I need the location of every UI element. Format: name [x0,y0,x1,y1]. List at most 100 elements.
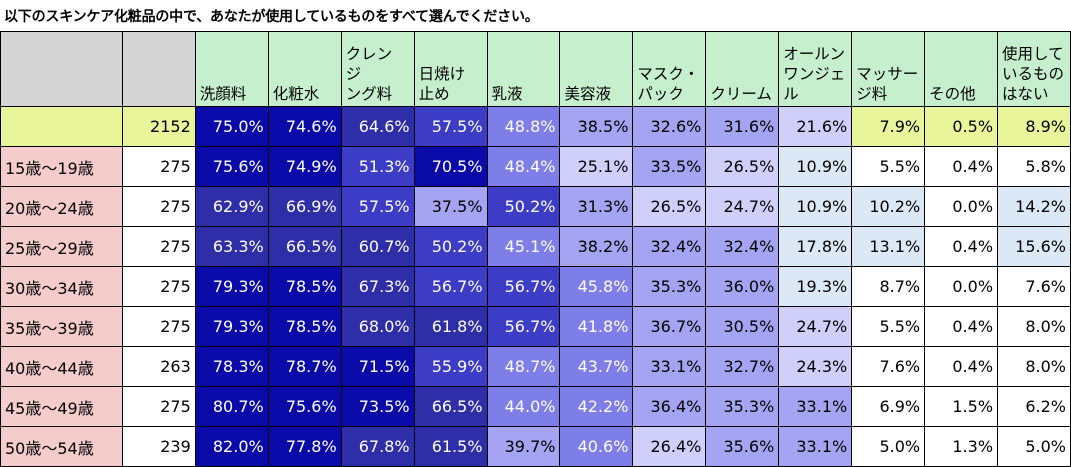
age-label: 30歳～34歳 [0,266,123,307]
age-row: 50歳～54歳 239 82.0% 77.8% 67.8% 61.5% 39.7% 40.6%… [0,426,1071,467]
column-header-line: クリーム [710,85,772,103]
value-cell: 24.3% [778,346,853,387]
column-header: オールン ワンジェル [778,31,853,107]
value-cell: 26.4% [632,426,707,467]
column-header-line: ル [783,85,799,103]
age-row: 45歳～49歳 275 80.7% 75.6% 73.5% 66.5% 44.0% 42.2%… [0,386,1071,427]
column-header-line: ジ [345,65,362,83]
value-cell: 8.0% [997,306,1071,347]
value-cell: 24.7% [778,306,853,347]
header-blank-n [121,31,196,107]
value-cell: 35.3% [705,386,780,427]
column-header-line: オールン [783,45,845,63]
value-cell: 60.7% [340,226,415,267]
value-cell: 0.4% [924,306,999,347]
value-cell: 36.7% [632,306,707,347]
column-header: クレンジング料 [340,31,415,107]
value-cell: 25.1% [559,146,634,187]
value-cell: 66.5% [413,386,488,427]
value-cell: 57.5% [340,186,415,227]
value-cell: 0.0% [924,186,999,227]
age-row: 35歳～39歳 275 79.3% 78.5% 68.0% 61.8% 56.7% 41.8%… [0,306,1071,347]
total-value: 38.5% [559,106,634,147]
value-cell: 35.3% [632,266,707,307]
column-header: マスク・ パック [632,31,707,107]
column-header-line: 止め [418,85,450,103]
age-label: 45歳～49歳 [0,386,123,427]
value-cell: 77.8% [267,426,342,467]
value-cell: 42.2% [559,386,634,427]
value-cell: 5.0% [997,426,1071,467]
value-cell: 51.3% [340,146,415,187]
value-cell: 32.4% [632,226,707,267]
value-cell: 19.3% [778,266,853,307]
age-n: 275 [121,146,196,187]
value-cell: 78.3% [194,346,269,387]
value-cell: 8.7% [851,266,926,307]
column-header: クリーム [705,31,780,107]
value-cell: 56.7% [486,266,561,307]
value-cell: 44.0% [486,386,561,427]
total-value: 7.9% [851,106,926,147]
age-n: 275 [121,306,196,347]
value-cell: 36.4% [632,386,707,427]
age-row: 30歳～34歳 275 79.3% 78.5% 67.3% 56.7% 56.7% 45.8%… [0,266,1071,307]
value-cell: 14.2% [997,186,1071,227]
column-header-line: 美容液 [564,85,611,103]
value-cell: 7.6% [851,346,926,387]
column-header-line: 化粧水 [272,85,320,103]
value-cell: 33.1% [778,386,853,427]
value-cell: 67.3% [340,266,415,307]
column-header-line: クレン [345,45,393,63]
value-cell: 7.6% [997,266,1071,307]
value-cell: 1.3% [924,426,999,467]
header-row: 洗顔料 化粧水 クレンジング料 日焼け 止め 乳液 美容液 マスク・ パック クリーム オールン ワン… [0,31,1071,107]
value-cell: 56.7% [413,266,488,307]
value-cell: 71.5% [340,346,415,387]
value-cell: 1.5% [924,386,999,427]
value-cell: 32.7% [705,346,780,387]
value-cell: 0.4% [924,146,999,187]
age-n: 263 [121,346,196,387]
value-cell: 67.8% [340,426,415,467]
value-cell: 10.9% [778,186,853,227]
column-header-line: ジ料 [856,85,888,103]
value-cell: 5.5% [851,146,926,187]
value-cell: 75.6% [267,386,342,427]
column-header-line: パック [637,85,684,103]
value-cell: 48.4% [486,146,561,187]
column-header-line: はない [1002,85,1049,103]
value-cell: 6.2% [997,386,1071,427]
column-header-line: 乳液 [491,85,523,103]
age-row: 20歳～24歳 275 62.9% 66.9% 57.5% 37.5% 50.2% 31.3%… [0,186,1071,227]
value-cell: 32.4% [705,226,780,267]
total-row: 2152 75.0% 74.6% 64.6% 57.5% 48.8% 38.5% 32.6% 3… [0,106,1071,147]
total-value: 31.6% [705,106,780,147]
column-header-line: 洗顔料 [199,85,247,103]
age-row: 15歳～19歳 275 75.6% 74.9% 51.3% 70.5% 48.4% 25.1%… [0,146,1071,187]
value-cell: 5.5% [851,306,926,347]
age-n: 275 [121,226,196,267]
column-header-line: ワンジェ [783,65,846,83]
value-cell: 37.5% [413,186,488,227]
column-header-line: 使用して [1002,45,1064,63]
value-cell: 30.5% [705,306,780,347]
age-n: 239 [121,426,196,467]
value-cell: 8.0% [997,346,1071,387]
header-blank-label [0,31,123,107]
value-cell: 50.2% [486,186,561,227]
total-value: 57.5% [413,106,488,147]
value-cell: 68.0% [340,306,415,347]
age-label: 25歳～29歳 [0,226,123,267]
value-cell: 61.8% [413,306,488,347]
value-cell: 40.6% [559,426,634,467]
value-cell: 80.7% [194,386,269,427]
value-cell: 35.6% [705,426,780,467]
value-cell: 0.0% [924,266,999,307]
age-row: 25歳～29歳 275 63.3% 66.5% 60.7% 50.2% 45.1% 38.2%… [0,226,1071,267]
age-label: 35歳～39歳 [0,306,123,347]
age-label: 40歳～44歳 [0,346,123,387]
value-cell: 33.1% [778,426,853,467]
total-value: 32.6% [632,106,707,147]
value-cell: 63.3% [194,226,269,267]
